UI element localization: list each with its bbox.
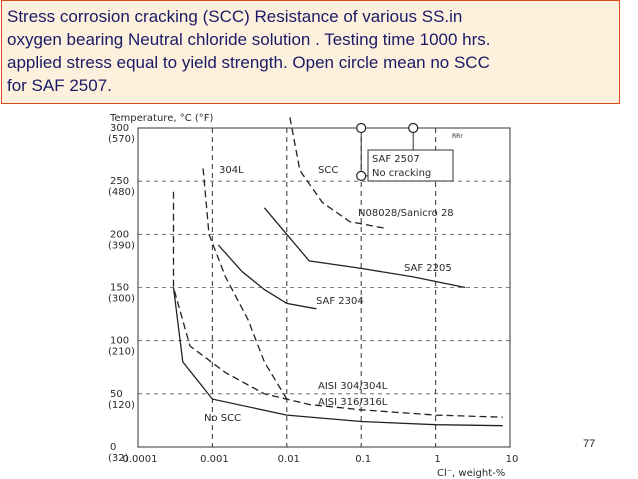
annotation-ref: RRr bbox=[452, 133, 463, 140]
y-tick-label-f: (480) bbox=[108, 187, 135, 198]
annotation-saf-2507: SAF 2507 bbox=[372, 154, 420, 165]
chart-gridlines bbox=[137, 127, 511, 448]
saf-2507-box bbox=[367, 149, 454, 182]
annotation-scc: SCC bbox=[318, 165, 338, 176]
curve-aisi-304-304l bbox=[172, 287, 503, 427]
series-label: AISI 304/304L bbox=[318, 381, 388, 392]
caption-line: for SAF 2507. bbox=[7, 76, 112, 95]
annotation-no-cracking: No cracking bbox=[372, 168, 431, 179]
slide-number: 77 bbox=[583, 438, 596, 450]
y-tick-label-f: (32) bbox=[108, 453, 129, 464]
x-tick-label: 1 bbox=[434, 454, 440, 465]
caption-box: Stress corrosion cracking (SCC) Resistan… bbox=[1, 0, 620, 104]
x-axis-title: Cl⁻, weight-% bbox=[437, 468, 505, 479]
no-scc-circle bbox=[356, 170, 367, 181]
y-tick-label-c: 0 bbox=[110, 442, 116, 453]
caption-line: oxygen bearing Neutral chloride solution… bbox=[7, 30, 491, 49]
chart-curves bbox=[172, 117, 503, 427]
y-tick-label-f: (570) bbox=[108, 134, 135, 145]
y-tick-label-c: 200 bbox=[110, 229, 129, 240]
curve-aisi-316-316l bbox=[172, 191, 503, 418]
curve-304l bbox=[202, 168, 288, 400]
y-tick-label-f: (390) bbox=[108, 240, 135, 251]
series-label: SAF 2304 bbox=[316, 296, 364, 307]
series-label: N08028/Sanicro 28 bbox=[358, 208, 454, 219]
y-tick-label-c: 50 bbox=[110, 389, 123, 400]
annotation-304l: 304L bbox=[219, 165, 244, 176]
x-tick-label: 0.0001 bbox=[123, 454, 158, 465]
no-scc-circle bbox=[408, 122, 419, 134]
y-tick-label-f: (300) bbox=[108, 294, 135, 305]
y-tick-label-c: 150 bbox=[110, 283, 129, 294]
no-scc-circle bbox=[356, 122, 367, 134]
x-tick-label: 10 bbox=[506, 454, 519, 465]
caption-line: Stress corrosion cracking (SCC) Resistan… bbox=[7, 7, 463, 26]
y-tick-label-c: 300 bbox=[110, 123, 129, 134]
y-tick-label-f: (210) bbox=[108, 347, 135, 358]
x-tick-label: 0.01 bbox=[278, 454, 300, 465]
y-tick-label-c: 100 bbox=[110, 336, 129, 347]
caption-line: applied stress equal to yield strength. … bbox=[7, 53, 490, 72]
y-tick-label-c: 250 bbox=[110, 176, 129, 187]
y-axis-title: Temperature, °C (°F) bbox=[109, 113, 214, 124]
y-tick-label-f: (120) bbox=[108, 400, 135, 411]
curve-saf-2205 bbox=[263, 207, 466, 289]
curve-saf-2304 bbox=[217, 244, 317, 310]
x-tick-label: 0.1 bbox=[355, 454, 371, 465]
series-label: SAF 2205 bbox=[404, 263, 452, 274]
x-tick-label: 0.001 bbox=[200, 454, 229, 465]
curve-n08028-sanicro-28 bbox=[289, 117, 384, 229]
series-label: AISI 316/316L bbox=[318, 397, 388, 408]
annotation-no-scc: No SCC bbox=[204, 413, 241, 424]
chart-labels: 0(32)50(120)100(210)150(300)200(390)250(… bbox=[108, 113, 518, 479]
chart-markers bbox=[356, 122, 454, 182]
